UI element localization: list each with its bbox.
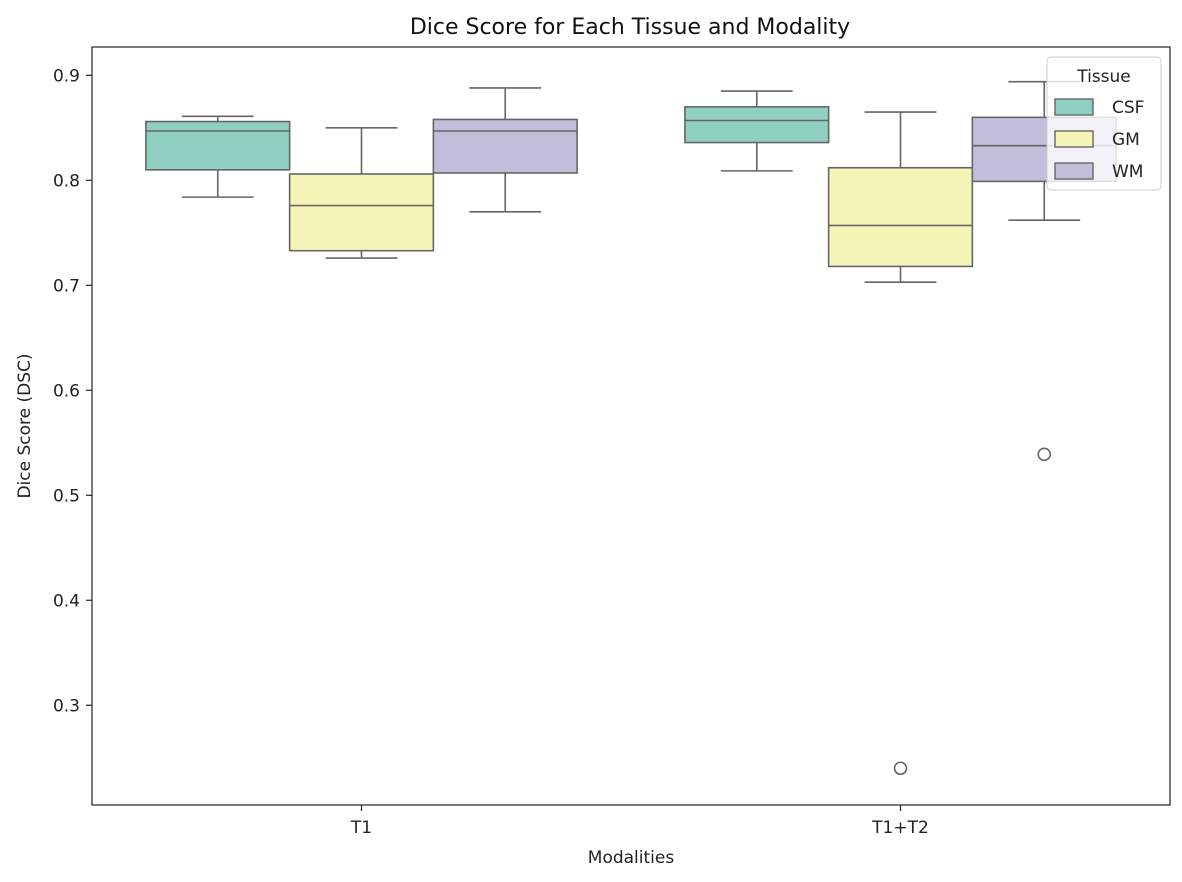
y-tick-label: 0.7 <box>53 276 80 296</box>
legend-label-csf: CSF <box>1112 98 1144 118</box>
x-tick-label: T1+T2 <box>871 818 929 838</box>
box-csf-t1 <box>145 115 291 198</box>
box-csf-t1t2 <box>684 90 830 172</box>
legend-swatch-wm <box>1054 162 1094 180</box>
box-wm-t1 <box>432 87 578 213</box>
x-tick-label: T1 <box>350 818 372 838</box>
box-body <box>684 106 830 144</box>
box-body <box>432 118 578 174</box>
legend-label-gm: GM <box>1112 130 1140 150</box>
outlier-point <box>893 761 908 776</box>
x-axis: T1 T1+T2 <box>350 805 929 838</box>
box-gm-t1 <box>288 127 435 259</box>
box-body <box>827 166 974 268</box>
y-axis-label: Dice Score (DSC) <box>15 353 35 498</box>
plot-area <box>145 80 1117 776</box>
legend-swatch-gm <box>1054 130 1094 148</box>
chart-title: Dice Score for Each Tissue and Modality <box>410 15 850 40</box>
box-gm-t1t2 <box>827 111 974 776</box>
outlier-point <box>1037 447 1052 462</box>
y-tick-label: 0.9 <box>53 66 80 86</box>
legend-swatch-csf <box>1054 98 1094 116</box>
y-tick-label: 0.6 <box>53 381 80 401</box>
y-axis: 0.3 0.4 0.5 0.6 0.7 0.8 0.9 <box>53 66 92 716</box>
legend-frame <box>1046 56 1162 191</box>
y-tick-label: 0.8 <box>53 171 80 191</box>
legend: Tissue CSF GM WM <box>1046 56 1162 191</box>
legend-label-wm: WM <box>1112 162 1143 182</box>
y-tick-label: 0.4 <box>53 591 80 611</box>
box-body <box>288 173 435 252</box>
legend-title: Tissue <box>1076 67 1131 87</box>
y-tick-label: 0.3 <box>53 696 80 716</box>
y-tick-label: 0.5 <box>53 486 80 506</box>
box-body <box>145 120 291 171</box>
plot-frame <box>91 46 1171 806</box>
x-axis-label: Modalities <box>588 848 675 868</box>
